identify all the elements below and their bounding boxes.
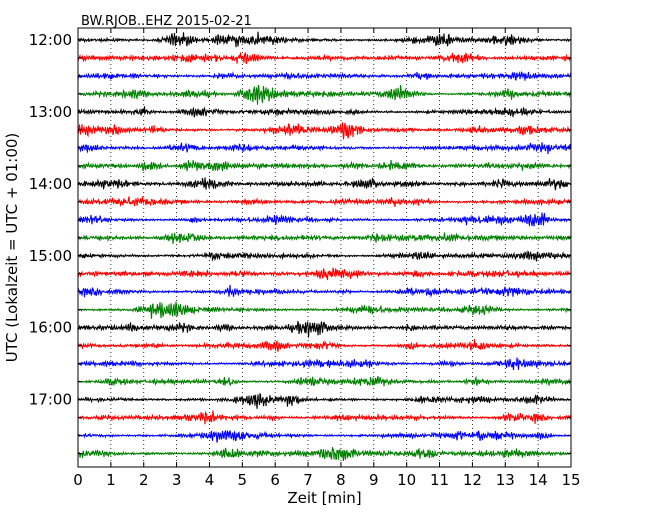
trace-1415 <box>77 196 572 208</box>
y-tick-label: 13:00 <box>29 103 72 121</box>
x-tick-label: 8 <box>336 471 346 489</box>
x-tick-label: 10 <box>397 471 416 489</box>
x-tick-label: 14 <box>529 471 548 489</box>
trace-1400 <box>77 177 572 191</box>
y-axis-label: UTC (Lokalzeit = UTC + 01:00) <box>3 133 21 363</box>
x-tick-label: 0 <box>73 471 83 489</box>
plot-frame <box>77 27 572 468</box>
trace-1315 <box>77 122 572 140</box>
trace-1445 <box>77 232 572 245</box>
x-axis-ticks: 0 1 2 3 4 5 6 7 8 9 10 11 12 13 14 15 <box>73 28 581 489</box>
x-tick-label: 4 <box>205 471 215 489</box>
trace-1630 <box>77 357 572 371</box>
x-tick-label: 9 <box>369 471 379 489</box>
trace-1515 <box>77 267 572 281</box>
trace-1745 <box>77 447 572 461</box>
x-axis-label: Zeit [min] <box>287 489 361 507</box>
x-tick-label: 11 <box>430 471 449 489</box>
x-tick-label: 1 <box>106 471 116 489</box>
x-tick-label: 5 <box>238 471 248 489</box>
trace-1730 <box>77 430 572 443</box>
x-tick-label: 15 <box>561 471 580 489</box>
x-tick-label: 12 <box>463 471 482 489</box>
trace-1215 <box>77 51 572 64</box>
trace-1500 <box>77 250 572 262</box>
trace-1615 <box>77 339 572 352</box>
trace-1230 <box>77 71 572 81</box>
trace-1545 <box>77 301 571 319</box>
x-tick-label: 7 <box>303 471 313 489</box>
trace-1345 <box>77 159 572 172</box>
trace-1530 <box>77 284 572 298</box>
x-tick-label: 13 <box>496 471 515 489</box>
trace-1330 <box>77 142 572 155</box>
trace-1700 <box>77 392 572 409</box>
x-tick-label: 3 <box>172 471 182 489</box>
x-tick-label: 2 <box>139 471 149 489</box>
y-tick-label: 16:00 <box>29 319 72 337</box>
trace-1715 <box>77 410 572 425</box>
chart-title: BW.RJOB..EHZ 2015-02-21 <box>81 14 252 29</box>
y-tick-label: 14:00 <box>29 175 72 193</box>
trace-1300 <box>77 106 572 118</box>
y-axis-ticks: 12:00 13:00 14:00 15:00 16:00 17:00 <box>29 31 571 455</box>
y-tick-label: 12:00 <box>29 31 72 49</box>
trace-1245 <box>77 84 572 105</box>
seismogram-traces <box>77 31 572 461</box>
y-tick-label: 17:00 <box>29 391 72 409</box>
trace-1600 <box>77 321 572 338</box>
trace-1200 <box>77 31 572 48</box>
trace-1645 <box>77 375 572 387</box>
trace-1430 <box>77 212 572 227</box>
x-tick-label: 6 <box>270 471 280 489</box>
y-tick-label: 15:00 <box>29 247 72 265</box>
